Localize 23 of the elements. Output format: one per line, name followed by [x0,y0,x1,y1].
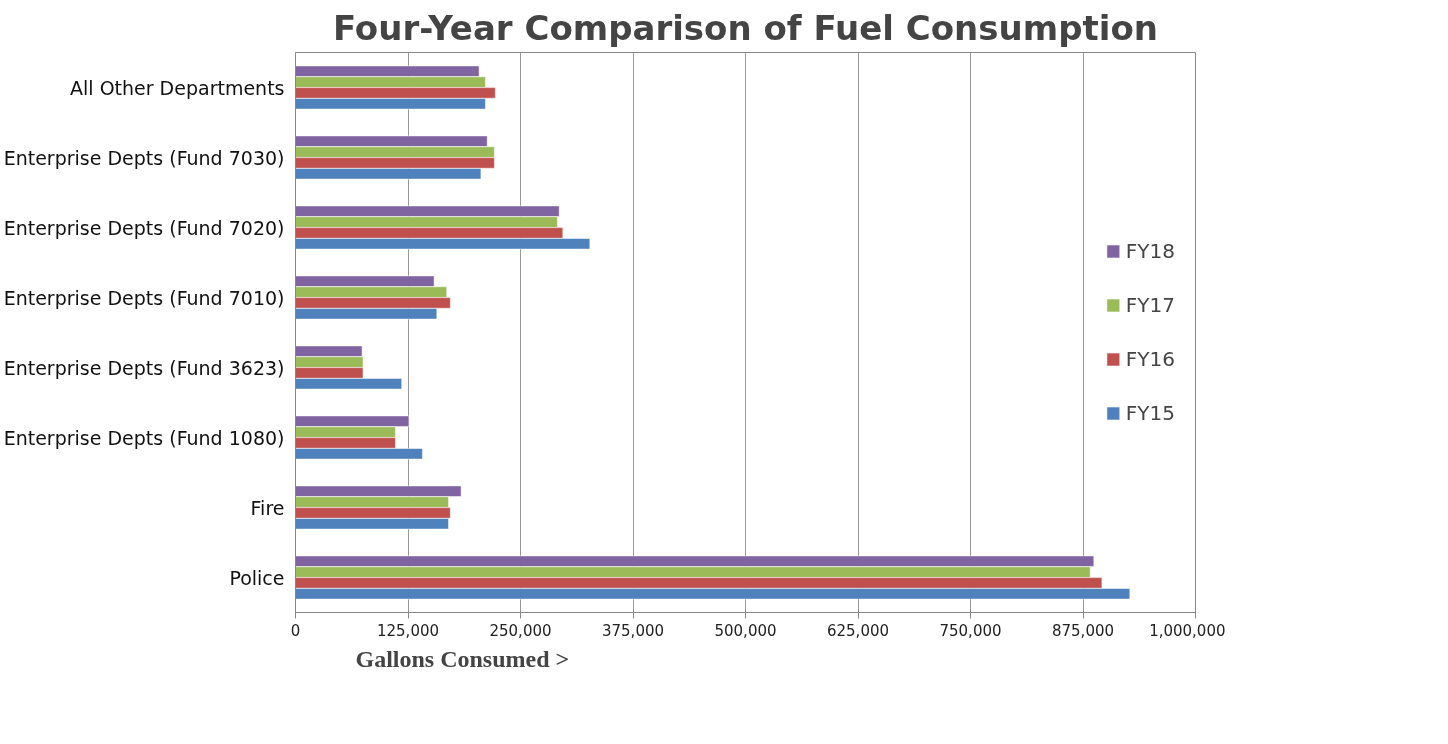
chart-title: Four-Year Comparison of Fuel Consumption [333,7,1158,48]
legend-label: FY16 [1125,347,1175,371]
x-tick-label: 125,000 [376,621,440,640]
x-tick-label: 875,000 [1051,621,1115,640]
x-tick-label: 750,000 [939,621,1002,640]
y-tick-label: Enterprise Depts (Fund 1080) [3,426,285,449]
y-tick-label: Police [229,566,285,589]
x-tick-label: 250,000 [489,621,552,640]
y-tick-label: Enterprise Depts (Fund 7020) [3,216,285,239]
legend-label: FY18 [1125,239,1175,263]
y-tick-label: Enterprise Depts (Fund 3623) [3,356,285,379]
y-tick-label: All Other Departments [70,76,285,99]
x-axis-title: Gallons Consumed > [355,645,570,672]
x-tick-label: 375,000 [601,621,665,640]
legend-label: FY15 [1125,401,1175,425]
x-tick-label: 500,000 [714,621,777,640]
y-tick-label: Enterprise Depts (Fund 7010) [3,286,285,309]
y-tick-label: Fire [250,496,285,519]
x-tick-label: 0 [290,621,301,640]
x-tick-label: 625,000 [826,621,890,640]
legend-label: FY17 [1125,293,1175,317]
y-tick-label: Enterprise Depts (Fund 7030) [3,146,285,169]
x-tick-label: 1,000,000 [1149,621,1226,640]
